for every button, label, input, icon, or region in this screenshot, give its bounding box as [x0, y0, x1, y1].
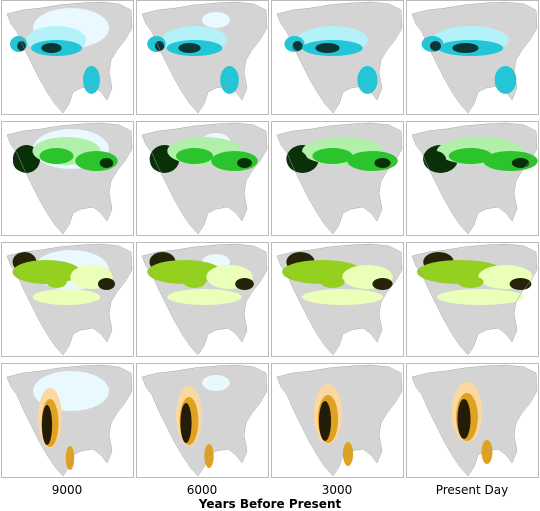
column-label: 6000: [187, 483, 218, 497]
vegetation-range: [147, 260, 222, 284]
map-panel: [136, 363, 269, 478]
vegetation-range: [237, 158, 252, 168]
map-panel: [406, 242, 539, 357]
vegetation-range: [99, 158, 114, 168]
map-panel: [1, 121, 134, 236]
vegetation-range: [315, 43, 340, 53]
axis-label: Years Before Present: [198, 497, 342, 511]
vegetation-range: [312, 148, 353, 164]
map-panel: [271, 363, 404, 478]
vegetation-range: [448, 148, 493, 164]
vegetation-range: [13, 151, 30, 171]
vegetation-range: [65, 446, 75, 470]
column-label: 3000: [322, 483, 353, 497]
vegetation-range: [481, 440, 493, 464]
map-panel: [1, 242, 134, 357]
vegetation-range: [357, 66, 378, 94]
map-panel: [1, 363, 134, 478]
map-panel: [406, 363, 539, 478]
vegetation-range: [372, 278, 393, 290]
vegetation-range: [424, 151, 447, 171]
vegetation-range: [32, 289, 101, 305]
vegetation-range: [374, 158, 391, 168]
vegetation-range: [494, 66, 517, 94]
vegetation-range: [302, 289, 383, 305]
map-panel: [406, 121, 539, 236]
map-panel: [136, 0, 269, 115]
map-panel: [1, 0, 134, 115]
vegetation-range: [292, 41, 303, 51]
vegetation-range: [430, 41, 441, 51]
vegetation-range: [347, 151, 398, 171]
vegetation-range: [235, 278, 254, 290]
map-panel: [136, 242, 269, 357]
vegetation-range: [204, 444, 214, 468]
map-panel: [271, 121, 404, 236]
ice-sheet: [202, 12, 230, 28]
vegetation-range: [452, 43, 479, 53]
ice-sheet: [202, 375, 230, 391]
vegetation-range: [457, 399, 471, 439]
map-panel: [271, 0, 404, 115]
vegetation-range: [46, 276, 67, 288]
vegetation-range: [41, 43, 62, 53]
column-label: 9000: [52, 483, 83, 497]
vegetation-range: [318, 401, 332, 441]
vegetation-range: [511, 158, 530, 168]
vegetation-range: [12, 260, 81, 284]
map-panel: [406, 0, 539, 115]
vegetation-range: [17, 41, 26, 51]
vegetation-range: [41, 405, 53, 445]
map-panel: [136, 121, 269, 236]
vegetation-range: [83, 66, 100, 94]
map-panel: [271, 242, 404, 357]
vegetation-range: [220, 66, 239, 94]
vegetation-range: [39, 148, 74, 164]
column-label: Present Day: [436, 483, 509, 497]
vegetation-range: [175, 148, 214, 164]
vegetation-range: [167, 289, 242, 305]
vegetation-range: [436, 289, 525, 305]
vegetation-range: [183, 276, 206, 288]
vegetation-range: [98, 278, 115, 290]
vegetation-range: [342, 442, 354, 466]
vegetation-range: [320, 276, 345, 288]
vegetation-range: [457, 276, 484, 288]
vegetation-range: [150, 151, 169, 171]
vegetation-range: [180, 403, 192, 443]
vegetation-range: [178, 43, 201, 53]
